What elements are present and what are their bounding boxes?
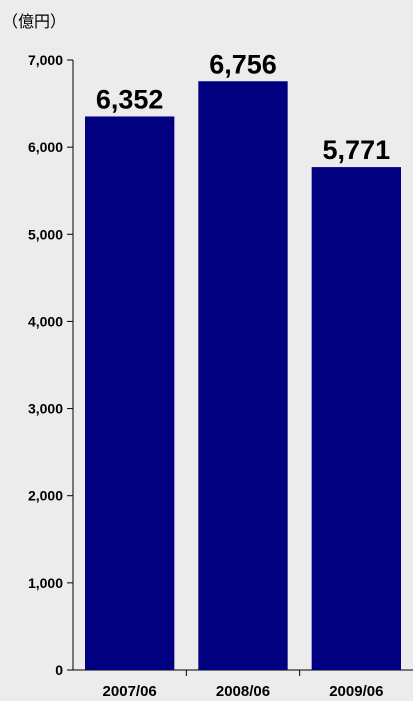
y-tick-label: 6,000 <box>28 139 63 155</box>
y-tick-label: 7,000 <box>28 52 63 68</box>
y-tick-label: 3,000 <box>28 401 63 417</box>
y-tick-label: 2,000 <box>28 488 63 504</box>
x-category-label: 2008/06 <box>216 683 270 700</box>
bar <box>311 167 401 670</box>
y-tick-label: 0 <box>55 662 63 678</box>
bar-value-label: 6,352 <box>96 84 164 114</box>
bar-value-label: 6,756 <box>209 49 277 79</box>
bar-value-label: 5,771 <box>323 135 391 165</box>
bar <box>85 116 175 671</box>
x-category-label: 2009/06 <box>329 683 383 700</box>
y-tick-label: 1,000 <box>28 575 63 591</box>
data-labels: 6,352 6,756 5,771 <box>96 49 390 165</box>
y-tick-label: 4,000 <box>28 313 63 329</box>
x-category-label: 2007/06 <box>103 683 157 700</box>
unit-label: （億円） <box>2 12 66 31</box>
bar <box>198 81 288 670</box>
bar-series <box>85 81 401 671</box>
y-axis: 0 1,000 2,000 3,000 4,000 5,000 6,000 7,000 <box>28 52 74 678</box>
y-tick-label: 5,000 <box>28 226 63 242</box>
